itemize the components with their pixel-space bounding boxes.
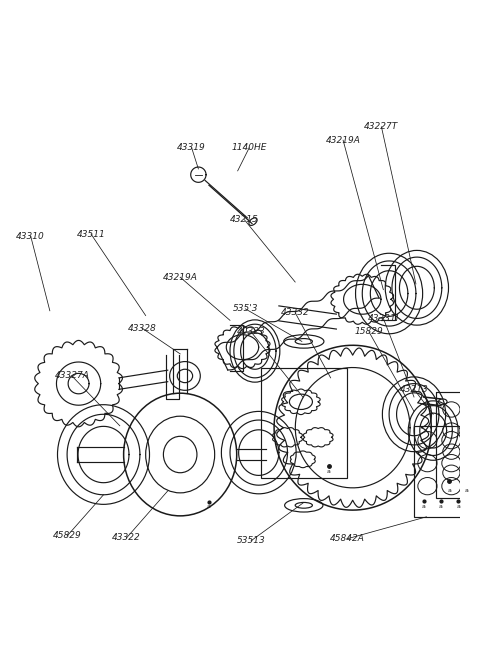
- Bar: [414, 426, 480, 517]
- Text: 43322: 43322: [112, 533, 141, 543]
- Text: 53513: 53513: [237, 536, 265, 545]
- Text: a: a: [421, 505, 426, 509]
- Text: 43219A: 43219A: [163, 273, 198, 282]
- Text: 43319: 43319: [177, 143, 206, 152]
- Text: 43331I: 43331I: [368, 314, 399, 323]
- Text: 43213: 43213: [400, 385, 428, 394]
- Text: 43328: 43328: [128, 323, 156, 332]
- Text: 43511: 43511: [77, 229, 106, 238]
- Bar: [436, 392, 480, 497]
- Text: a: a: [447, 488, 451, 493]
- Text: 535'3: 535'3: [233, 304, 258, 313]
- Text: 43215: 43215: [230, 215, 259, 224]
- Text: 43219A: 43219A: [325, 136, 360, 145]
- Text: 45829: 45829: [53, 532, 82, 541]
- Text: a: a: [465, 488, 468, 493]
- Text: a: a: [327, 469, 331, 474]
- Text: 43332: 43332: [281, 308, 310, 317]
- Text: 43327A: 43327A: [54, 371, 89, 380]
- Text: 15829: 15829: [355, 327, 384, 336]
- Text: a: a: [439, 505, 443, 509]
- Text: 45842A: 45842A: [329, 534, 364, 543]
- Text: 40323: 40323: [237, 327, 265, 336]
- Bar: [261, 369, 347, 478]
- Text: a: a: [456, 505, 460, 509]
- Text: 43310: 43310: [16, 231, 45, 240]
- Text: 1140HE: 1140HE: [231, 143, 267, 152]
- Text: 43227T: 43227T: [364, 122, 398, 131]
- Text: a: a: [207, 505, 211, 509]
